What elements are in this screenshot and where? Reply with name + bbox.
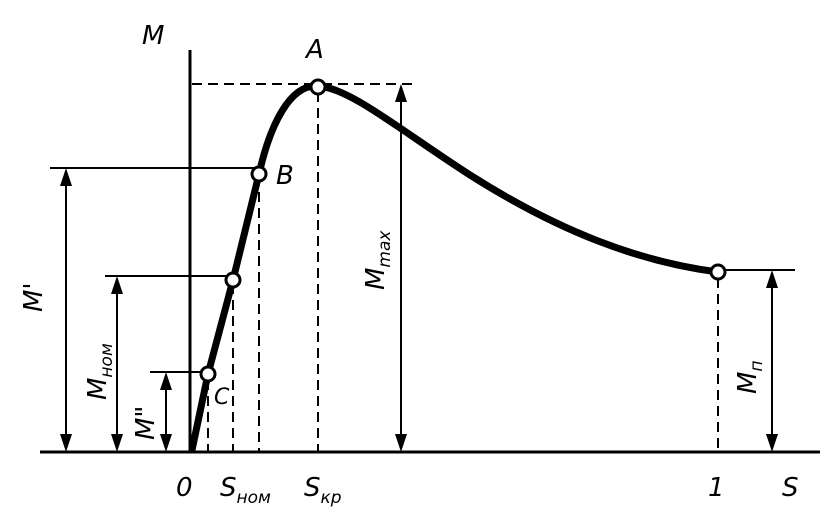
s-kr-sub: кр [321,488,342,508]
arrowhead-m-double-top [160,372,172,390]
arrowhead-m-n-top [766,270,778,288]
point-nom-marker [224,271,242,289]
origin-label: 0 [176,473,193,503]
point-c-marker [199,365,217,383]
arrowhead-m-prime-top [60,168,72,186]
x-tick-s-kr-label: Sкр [304,473,342,508]
dimension-label-m-n: Mп [733,360,767,394]
m-n-sub: п [747,360,767,371]
x-tick-s-nom-label: Sном [220,473,271,508]
arrowhead-m-nom-bottom [111,434,123,452]
m-nom-sub: ном [97,343,117,378]
point-b-label: B [276,161,294,191]
arrowhead-m-max-bottom [395,434,407,452]
dimension-label-m-max: Mmax [361,230,395,290]
arrowhead-m-nom-top [111,276,123,294]
dimension-label-m-prime: M' [19,282,49,312]
m-n-main: M [733,372,763,394]
point-a-marker [309,78,327,96]
s-kr-main: S [304,473,321,503]
dimension-label-m-double: M" [131,406,161,440]
point-s1-marker [709,263,727,281]
arrowhead-m-max-top [395,84,407,102]
point-b-marker [250,165,268,183]
arrowhead-m-prime-bottom [60,434,72,452]
y-axis-label: M [142,21,164,51]
dimension-label-m-nom: Mном [83,343,117,400]
s-nom-main: S [220,473,237,503]
point-a-label: A [304,35,324,65]
torque-curve [188,82,722,454]
s-nom-sub: ном [237,488,272,508]
point-c-label: C [214,385,230,410]
m-nom-main: M [83,378,113,400]
m-max-sub: max [375,230,395,268]
arrowhead-m-n-bottom [766,434,778,452]
arrowhead-m-double-bottom [160,434,172,452]
m-max-main: M [361,268,391,290]
x-tick-one-label: 1 [708,473,725,503]
x-axis-label: S [782,473,799,503]
